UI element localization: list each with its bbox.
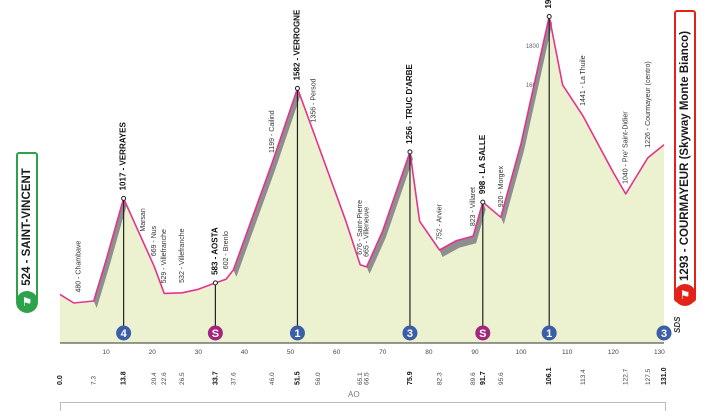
peak-dot [480, 199, 486, 205]
km-scale-label: 30 [195, 349, 203, 356]
km-label: 33.7 [212, 371, 219, 385]
peak-label: 1582 - VERROGNE [292, 9, 301, 80]
climb-band [366, 151, 413, 274]
km-label: 66.5 [364, 372, 371, 385]
locale-label: 602 - Brenlo [223, 231, 230, 269]
locale-label: 1356 - Persod [311, 78, 318, 122]
kom-icon [656, 325, 672, 341]
start-flag-icon: ⚑ [16, 291, 38, 313]
km-scale-label: 80 [425, 349, 433, 356]
text-layer: 10 20 30 40 50 60 70 80 90 100 110 120 130 1017 - VER… [57, 0, 668, 385]
sprint-icon [207, 325, 223, 341]
km-label: 89.6 [470, 372, 477, 385]
km-label: 82.3 [436, 372, 443, 385]
km-label: 0.0 [57, 375, 64, 385]
km-scale-label: 110 [562, 349, 573, 356]
km-scale-label: 90 [471, 349, 479, 356]
km-label: 95.6 [498, 372, 505, 385]
profile-layer [59, 15, 665, 344]
km-label: 22.6 [161, 372, 168, 385]
km-label: 20.4 [151, 372, 158, 385]
alt-tick-label: 1600 [526, 83, 540, 89]
km-scale-label: 100 [516, 349, 527, 356]
marker-label: 3 [407, 328, 413, 340]
km-label: 75.9 [407, 371, 414, 385]
km-label: 113.4 [580, 369, 587, 385]
locale-label: 480 - Chambave [75, 241, 82, 293]
peak-label: 998 - LA SALLE [478, 134, 487, 194]
climb-band [93, 198, 127, 308]
sprint-icon [475, 325, 491, 341]
peak-label: 1017 - VERRAYES [119, 122, 128, 191]
km-label: 7.3 [91, 376, 98, 385]
kom-icon [289, 325, 305, 341]
marker-label: 1 [294, 328, 300, 340]
profile-area [60, 16, 664, 343]
km-label: 65.1 [357, 372, 364, 385]
peak-dot [294, 85, 300, 91]
km-scale-label: 120 [608, 349, 619, 356]
km-label: 26.5 [179, 372, 186, 385]
peak-dot [407, 149, 413, 155]
km-scale-label: 40 [241, 349, 249, 356]
km-label: 13.8 [121, 371, 128, 385]
marker-layer: 4 S 1 3 S 1 3 [116, 14, 672, 341]
locale-label: 752 - Arvier [436, 204, 443, 240]
locale-label: 676 - Saint-Pierre [357, 200, 364, 255]
km-scale-label: 10 [102, 349, 110, 356]
km-label: 106.1 [546, 367, 553, 385]
km-label: 91.7 [480, 371, 487, 385]
finish-label: 1293 - COURMAYEUR (Skyway Monte Bianco) [679, 30, 691, 282]
alt-tick-label: 1800 [526, 44, 540, 50]
km-label: 37.6 [230, 372, 237, 385]
peak-label: 1951 - COLLE SAN CARLO [544, 0, 553, 9]
locale-label: 1441 - La Thuile [580, 55, 587, 106]
region-bracket [60, 402, 666, 411]
km-scale-label: 130 [654, 349, 665, 356]
km-label: 122.7 [623, 368, 630, 385]
locale-label: 529 - Villefranche [161, 229, 168, 283]
km-label: 46.0 [269, 372, 276, 385]
kom-icon [402, 325, 418, 341]
kom-icon [541, 325, 557, 341]
km-label: 131.0 [661, 367, 668, 385]
marker-label: 3 [661, 328, 667, 340]
profile-line [59, 15, 665, 304]
locale-label: 920 - Morgex [498, 166, 505, 208]
finish-flag-icon: ⚑ [674, 284, 696, 306]
locale-label: 1199 - Cailind [269, 110, 276, 153]
peak-dot [121, 195, 127, 201]
climb-band [233, 88, 301, 277]
km-scale-label: 50 [287, 349, 295, 356]
km-scale-label: 60 [333, 349, 341, 356]
finish-badge: 1293 - COURMAYEUR (Skyway Monte Bianco) [674, 10, 696, 302]
km-label: 56.0 [315, 372, 322, 385]
start-label: 524 - SAINT-VINCENT [21, 168, 33, 286]
climb-band [439, 202, 486, 257]
km-label: 127.5 [645, 368, 652, 385]
kom-icon [116, 325, 132, 341]
start-badge: 524 - SAINT-VINCENT [16, 152, 38, 302]
sponsor-logo: SDS [673, 316, 682, 333]
locale-label: 665 - Villeneuve [364, 207, 371, 257]
km-label: 51.5 [294, 371, 301, 385]
locale-label: 669 - Nus [151, 225, 158, 256]
locale-label: 1040 - Pre' Saint-Didier [623, 111, 630, 184]
marker-label: 4 [121, 328, 128, 340]
peak-label: 1256 - TRUC D'ARBE [405, 64, 414, 144]
peak-dot [212, 280, 218, 286]
km-scale-label: 20 [149, 349, 157, 356]
peak-dot [546, 14, 552, 20]
marker-label: 1 [546, 328, 552, 340]
peak-label: 583 - AOSTA [210, 227, 219, 275]
marker-label: S [479, 328, 486, 340]
locale-label: Marsan [140, 208, 147, 231]
region-label: AO [345, 390, 363, 399]
locale-label: 532 - Villefranche [179, 228, 186, 282]
locale-label: 1226 - Courmayeur (centro) [645, 61, 652, 147]
km-scale-label: 70 [379, 349, 387, 356]
marker-label: S [212, 328, 219, 340]
locale-label: 823 - Villaret [470, 187, 477, 226]
